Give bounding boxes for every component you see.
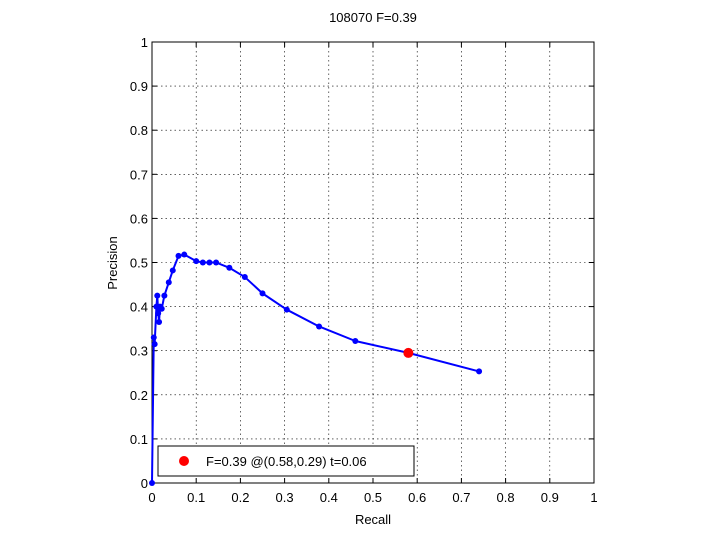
- data-point: [199, 259, 206, 266]
- x-tick-label: 0.7: [452, 490, 470, 505]
- data-point: [206, 259, 213, 266]
- y-axis-ticks: 0 0.1 0.2 0.3 0.4 0.5 0.6 0.7 0.8 0.9 1: [130, 35, 594, 491]
- data-point: [193, 258, 200, 265]
- x-tick-label: 0.8: [497, 490, 515, 505]
- data-point: [161, 292, 168, 299]
- data-point: [226, 264, 233, 271]
- data-point: [165, 279, 172, 286]
- grid-lines: [152, 42, 594, 483]
- x-tick-label: 0.5: [364, 490, 382, 505]
- data-point: [151, 341, 158, 348]
- x-tick-label: 0.9: [541, 490, 559, 505]
- legend-label: F=0.39 @(0.58,0.29) t=0.06: [206, 454, 367, 469]
- x-axis-ticks: 0 0.1 0.2 0.3 0.4 0.5 0.6 0.7 0.8 0.9 1: [148, 42, 598, 505]
- y-tick-label: 0: [141, 476, 148, 491]
- y-tick-label: 0.2: [130, 388, 148, 403]
- data-point: [181, 251, 188, 258]
- data-point: [156, 319, 163, 326]
- data-point: [476, 368, 483, 375]
- x-tick-label: 1: [590, 490, 597, 505]
- data-point: [154, 292, 161, 299]
- x-axis-label: Recall: [355, 512, 391, 527]
- y-tick-label: 0.3: [130, 344, 148, 359]
- y-tick-label: 0.7: [130, 167, 148, 182]
- y-tick-label: 0.4: [130, 300, 148, 315]
- x-tick-label: 0: [148, 490, 155, 505]
- x-tick-label: 0.3: [276, 490, 294, 505]
- chart-title: 108070 F=0.39: [329, 10, 417, 25]
- y-axis-label: Precision: [105, 236, 120, 289]
- data-point: [213, 259, 220, 266]
- y-tick-label: 1: [141, 35, 148, 50]
- legend-marker: [179, 456, 189, 466]
- data-point: [158, 305, 165, 312]
- x-tick-label: 0.6: [408, 490, 426, 505]
- y-tick-label: 0.6: [130, 211, 148, 226]
- x-tick-label: 0.4: [320, 490, 338, 505]
- x-tick-label: 0.2: [231, 490, 249, 505]
- data-point: [352, 337, 359, 344]
- plot-frame: [151, 41, 595, 484]
- data-point: [259, 290, 266, 297]
- data-point: [283, 306, 290, 313]
- best-f-marker: [403, 347, 414, 358]
- series-layer: [149, 251, 483, 486]
- data-point: [155, 310, 162, 317]
- legend: F=0.39 @(0.58,0.29) t=0.06: [157, 445, 415, 477]
- y-tick-label: 0.5: [130, 256, 148, 271]
- x-tick-label: 0.1: [187, 490, 205, 505]
- data-point: [150, 334, 157, 341]
- data-point: [241, 274, 248, 281]
- data-point: [169, 267, 176, 274]
- data-point: [149, 480, 155, 486]
- y-tick-label: 0.8: [130, 123, 148, 138]
- y-tick-label: 0.9: [130, 79, 148, 94]
- y-tick-label: 0.1: [130, 432, 148, 447]
- data-point: [175, 252, 182, 259]
- legend-box: [157, 445, 415, 477]
- data-point: [316, 323, 323, 330]
